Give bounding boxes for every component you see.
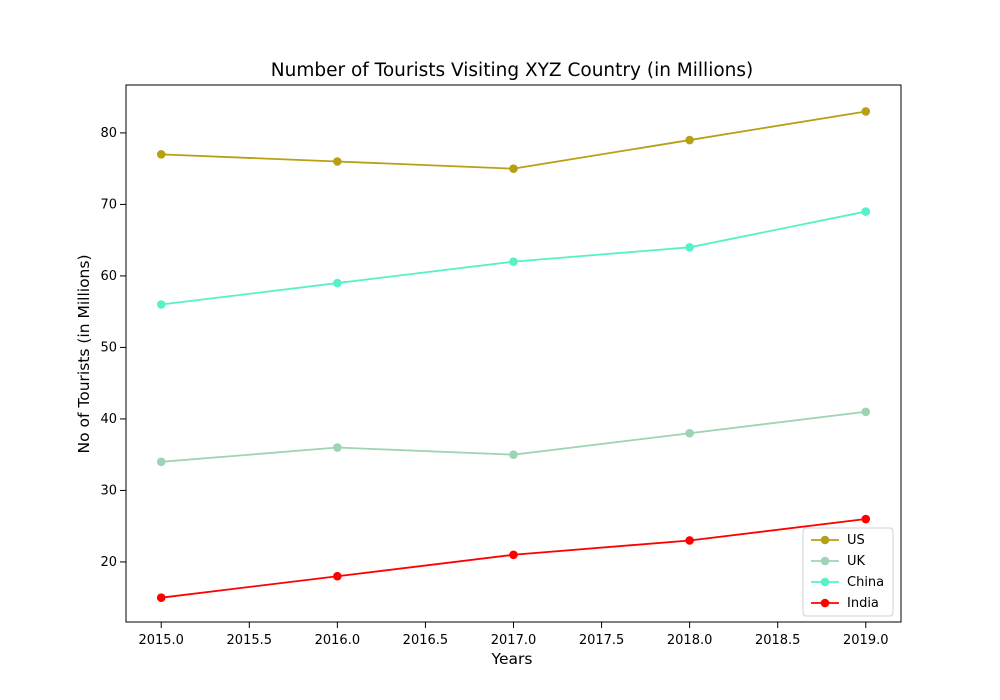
legend-label-china: China — [847, 575, 884, 590]
x-tick-label: 2017.5 — [579, 633, 625, 648]
data-point-china — [685, 243, 694, 252]
x-axis-title: Years — [491, 650, 533, 668]
legend-marker-uk — [820, 556, 830, 566]
y-tick-label: 30 — [100, 483, 117, 498]
data-point-us — [333, 157, 342, 166]
x-tick-label: 2016.5 — [403, 633, 449, 648]
y-tick-label: 60 — [100, 269, 117, 284]
legend-label-us: US — [847, 533, 865, 548]
ticks-layer: 2015.0 2015.5 2016.0 2016.5 2017.0 2017.5 2018… — [100, 126, 888, 648]
data-point-us — [156, 150, 166, 159]
data-point-uk — [509, 450, 518, 459]
plot-frame — [125, 84, 902, 623]
legend: US UK China India — [802, 527, 894, 617]
data-point-china — [333, 278, 342, 288]
data-point-india — [685, 536, 694, 545]
data-point-india — [509, 550, 518, 560]
y-tick-label: 20 — [100, 555, 117, 570]
x-tick-label: 2015.5 — [227, 633, 273, 648]
data-point-us — [685, 135, 694, 145]
data-point-uk — [333, 443, 342, 452]
y-tick-label: 80 — [100, 126, 117, 141]
plot-layer — [125, 84, 902, 623]
legend-marker-india — [820, 598, 830, 608]
data-point-us — [509, 164, 518, 173]
legend-marker-us — [820, 535, 830, 545]
data-point-india — [861, 514, 871, 524]
series-uk — [156, 407, 871, 467]
x-tick-label: 2018.0 — [667, 633, 713, 648]
series-china — [156, 207, 871, 309]
series-us — [156, 107, 871, 173]
data-point-india — [333, 571, 342, 581]
data-point-china — [861, 207, 871, 216]
x-tick-label: 2019.0 — [843, 633, 889, 648]
legend-label-india: India — [847, 596, 879, 611]
data-point-us — [861, 107, 871, 116]
chart-title: Number of Tourists Visiting XYZ Country … — [271, 60, 753, 81]
x-tick-label: 2015.0 — [138, 633, 184, 648]
series-india — [156, 514, 871, 602]
data-point-india — [156, 593, 166, 602]
x-tick-label: 2017.0 — [491, 633, 537, 648]
data-point-uk — [685, 428, 694, 438]
legend-marker-china — [820, 577, 830, 587]
data-point-china — [156, 300, 166, 309]
legend-label-uk: UK — [847, 554, 866, 569]
data-point-china — [509, 257, 518, 266]
x-tick-label: 2018.5 — [755, 633, 801, 648]
x-tick-label: 2016.0 — [315, 633, 361, 648]
y-tick-label: 70 — [100, 197, 117, 212]
data-point-uk — [861, 407, 871, 417]
series-layer — [156, 107, 871, 602]
data-point-uk — [156, 457, 166, 467]
legend-box — [802, 527, 894, 617]
y-tick-label: 40 — [100, 412, 117, 427]
y-axis-title: No of Tourists (in Millions) — [75, 255, 93, 454]
y-tick-label: 50 — [100, 340, 117, 355]
